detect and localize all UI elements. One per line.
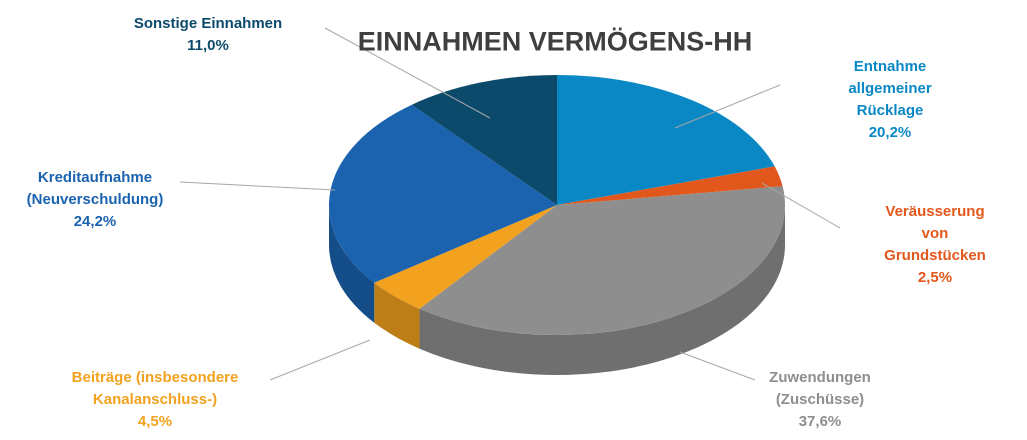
leader-line [324, 27, 491, 119]
slice-label: Beiträge (insbesondere Kanalanschluss-) 4… [72, 367, 239, 433]
category: Sonstige Einnahmen [133, 15, 283, 32]
slice-label: Veräusserung von Grundstücken 2,5% [884, 201, 986, 289]
category: Beiträge (insbesondere Kanalanschluss-) [71, 369, 239, 408]
value-label: 11,0% [187, 37, 229, 54]
slice [374, 205, 557, 309]
value-label: 37,6% [798, 413, 842, 430]
slice-label: Entnahme allgemeiner Rücklage 20,2% [822, 56, 959, 144]
category: Zuwendungen (Zuschüsse) [769, 369, 871, 408]
slice-label: Zuwendungen (Zuschüsse) 37,6% [769, 367, 871, 433]
leader-line [679, 351, 756, 381]
slice [328, 104, 557, 283]
slice [557, 75, 775, 205]
slice [419, 186, 785, 336]
leader-line [179, 181, 336, 191]
leader-line [674, 84, 781, 129]
value-label: 2,5% [917, 269, 953, 286]
value-label: 4,5% [137, 413, 173, 430]
category: Veräusserung von Grundstücken [884, 203, 986, 264]
slice-label: Sonstige Einnahmen 11,0% [134, 13, 282, 57]
slice-side [374, 282, 420, 349]
slice-label: Kreditaufnahme (Neuverschuldung) 24,2% [27, 167, 164, 233]
value-label: 20,2% [868, 124, 912, 141]
slice-side [329, 205, 375, 323]
slice [557, 166, 783, 205]
slice [411, 75, 557, 205]
chart-title: EINNAHMEN VERMÖGENS-HH [357, 26, 753, 57]
category: Entnahme allgemeiner Rücklage [848, 58, 932, 119]
slice-side [419, 205, 785, 375]
value-label: 24,2% [73, 213, 117, 230]
category: Kreditaufnahme (Neuverschuldung) [26, 169, 164, 208]
leader-line [269, 339, 371, 381]
leader-line [761, 182, 841, 229]
